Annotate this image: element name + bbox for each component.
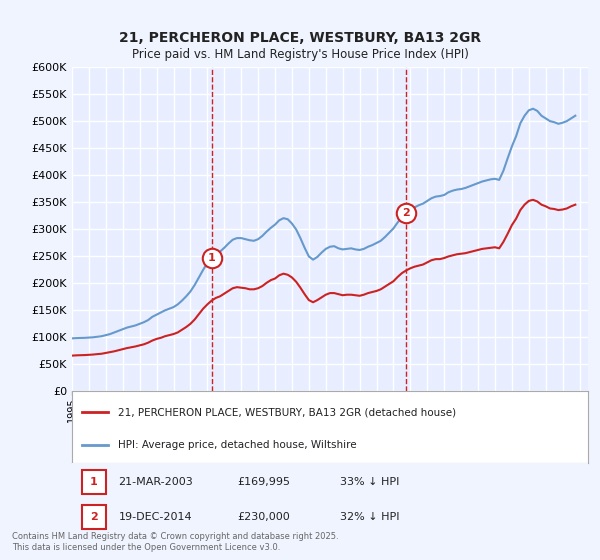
Text: Price paid vs. HM Land Registry's House Price Index (HPI): Price paid vs. HM Land Registry's House … <box>131 48 469 60</box>
Text: HPI: Average price, detached house, Wiltshire: HPI: Average price, detached house, Wilt… <box>118 440 357 450</box>
FancyBboxPatch shape <box>82 470 106 494</box>
FancyBboxPatch shape <box>82 505 106 529</box>
Text: 33% ↓ HPI: 33% ↓ HPI <box>340 477 400 487</box>
Text: £169,995: £169,995 <box>237 477 290 487</box>
Text: 19-DEC-2014: 19-DEC-2014 <box>118 512 192 522</box>
Text: 21, PERCHERON PLACE, WESTBURY, BA13 2GR (detached house): 21, PERCHERON PLACE, WESTBURY, BA13 2GR … <box>118 407 457 417</box>
Text: 21, PERCHERON PLACE, WESTBURY, BA13 2GR: 21, PERCHERON PLACE, WESTBURY, BA13 2GR <box>119 31 481 45</box>
Text: 1: 1 <box>90 477 98 487</box>
Text: 2: 2 <box>402 208 410 218</box>
Text: 32% ↓ HPI: 32% ↓ HPI <box>340 512 400 522</box>
Text: £230,000: £230,000 <box>237 512 290 522</box>
Text: 1: 1 <box>208 253 215 263</box>
Text: 2: 2 <box>90 512 98 522</box>
Text: 21-MAR-2003: 21-MAR-2003 <box>118 477 193 487</box>
Text: Contains HM Land Registry data © Crown copyright and database right 2025.
This d: Contains HM Land Registry data © Crown c… <box>12 532 338 552</box>
